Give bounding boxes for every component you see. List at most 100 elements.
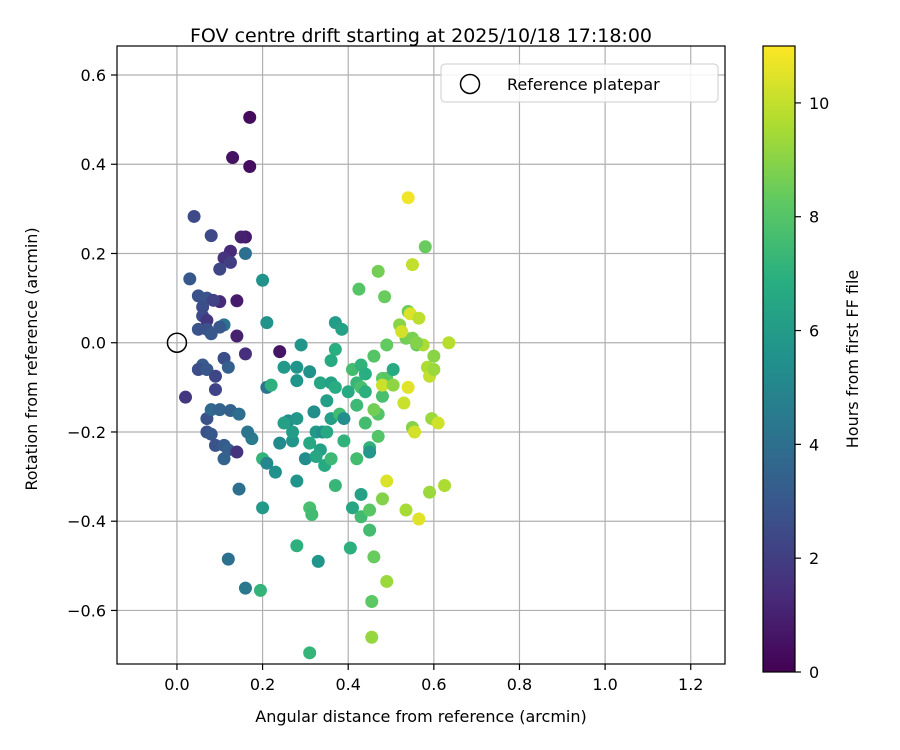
data-point — [213, 403, 227, 417]
data-point — [378, 290, 392, 304]
data-point — [375, 389, 389, 403]
data-point — [232, 482, 246, 496]
data-point — [371, 429, 385, 443]
data-point — [324, 452, 338, 466]
legend-box — [440, 63, 719, 103]
data-point — [367, 349, 381, 363]
data-point — [234, 230, 248, 244]
colorbar-tick-label: 10 — [809, 94, 829, 113]
data-point — [431, 416, 445, 430]
x-axis-label: Angular distance from reference (arcmin) — [255, 707, 586, 726]
data-point — [290, 374, 304, 388]
data-point — [311, 554, 325, 568]
data-point — [226, 151, 240, 165]
data-point — [358, 367, 372, 381]
x-tick-label: 0.8 — [507, 675, 532, 694]
data-point — [273, 345, 287, 359]
x-axis-ticks: 0.0 0.2 0.4 0.6 0.8 1.0 1.2 — [164, 664, 703, 694]
data-point — [256, 273, 270, 287]
data-point — [221, 360, 235, 374]
data-point — [206, 293, 220, 307]
data-point — [320, 394, 334, 408]
data-point — [290, 474, 304, 488]
data-point — [243, 110, 257, 124]
colorbar-frame — [762, 45, 796, 673]
data-point — [427, 363, 441, 376]
data-point — [230, 294, 244, 308]
data-point — [217, 452, 231, 466]
data-point — [232, 407, 246, 421]
data-point — [268, 465, 282, 479]
data-point — [337, 412, 351, 426]
x-tick-label: 0.0 — [164, 675, 189, 694]
data-point — [204, 427, 218, 441]
colorbar-tick-label: 2 — [809, 549, 819, 568]
data-point — [345, 501, 359, 515]
y-tick-label: −0.2 — [67, 423, 106, 442]
data-point — [243, 159, 257, 173]
data-point — [418, 240, 432, 254]
data-point — [183, 272, 197, 286]
data-point — [303, 365, 317, 379]
data-point — [438, 479, 452, 493]
data-point — [294, 338, 308, 352]
chart-title: FOV centre drift starting at 2025/10/18 … — [190, 25, 652, 47]
data-point — [427, 349, 441, 363]
data-point — [365, 630, 379, 644]
data-point — [196, 300, 210, 314]
data-point — [363, 523, 377, 537]
x-tick-label: 0.2 — [250, 675, 275, 694]
colorbar-label: Hours from first FF file — [843, 270, 862, 449]
data-point — [350, 452, 364, 466]
data-point — [408, 425, 422, 439]
y-tick-label: −0.6 — [67, 601, 106, 620]
data-point — [221, 552, 235, 566]
colorbar: 0 2 4 6 8 10 Hours from first FF file — [762, 45, 862, 682]
data-point — [397, 396, 411, 410]
data-point — [380, 474, 394, 488]
data-point — [412, 512, 426, 526]
data-point — [238, 581, 252, 595]
data-point — [204, 229, 218, 243]
data-point — [335, 322, 349, 336]
data-point — [303, 646, 317, 660]
data-point — [328, 380, 342, 394]
data-point — [337, 434, 351, 448]
legend-marker — [459, 73, 481, 95]
x-tick-label: 0.6 — [421, 675, 446, 694]
data-point — [241, 425, 255, 439]
data-point — [309, 450, 323, 464]
data-point — [286, 425, 300, 439]
y-tick-label: 0.6 — [81, 66, 106, 85]
data-point — [386, 378, 400, 392]
data-point — [290, 412, 304, 426]
data-point — [208, 369, 222, 383]
plot-frame — [116, 45, 726, 665]
data-point — [399, 503, 413, 517]
data-point — [200, 313, 214, 327]
data-point — [305, 508, 319, 522]
data-point — [367, 550, 381, 564]
data-point — [363, 445, 377, 459]
data-point — [260, 316, 274, 330]
legend: Reference platepar — [440, 63, 719, 103]
data-point — [365, 595, 379, 609]
data-point — [380, 574, 394, 588]
data-point — [298, 452, 312, 466]
data-point — [386, 363, 400, 376]
data-point — [204, 327, 218, 341]
data-point — [213, 262, 227, 276]
data-point — [350, 398, 364, 412]
data-point — [328, 479, 342, 493]
data-point — [412, 311, 426, 325]
colorbar-tick-label: 8 — [809, 208, 819, 227]
data-point — [303, 436, 317, 450]
data-point — [286, 434, 300, 448]
data-point — [238, 246, 252, 260]
x-gridlines — [176, 46, 692, 664]
data-point — [328, 342, 342, 356]
data-point — [223, 255, 237, 269]
data-point — [179, 390, 193, 404]
y-axis-ticks: −0.6 −0.4 −0.2 0.0 0.2 0.4 0.6 — [67, 66, 117, 620]
